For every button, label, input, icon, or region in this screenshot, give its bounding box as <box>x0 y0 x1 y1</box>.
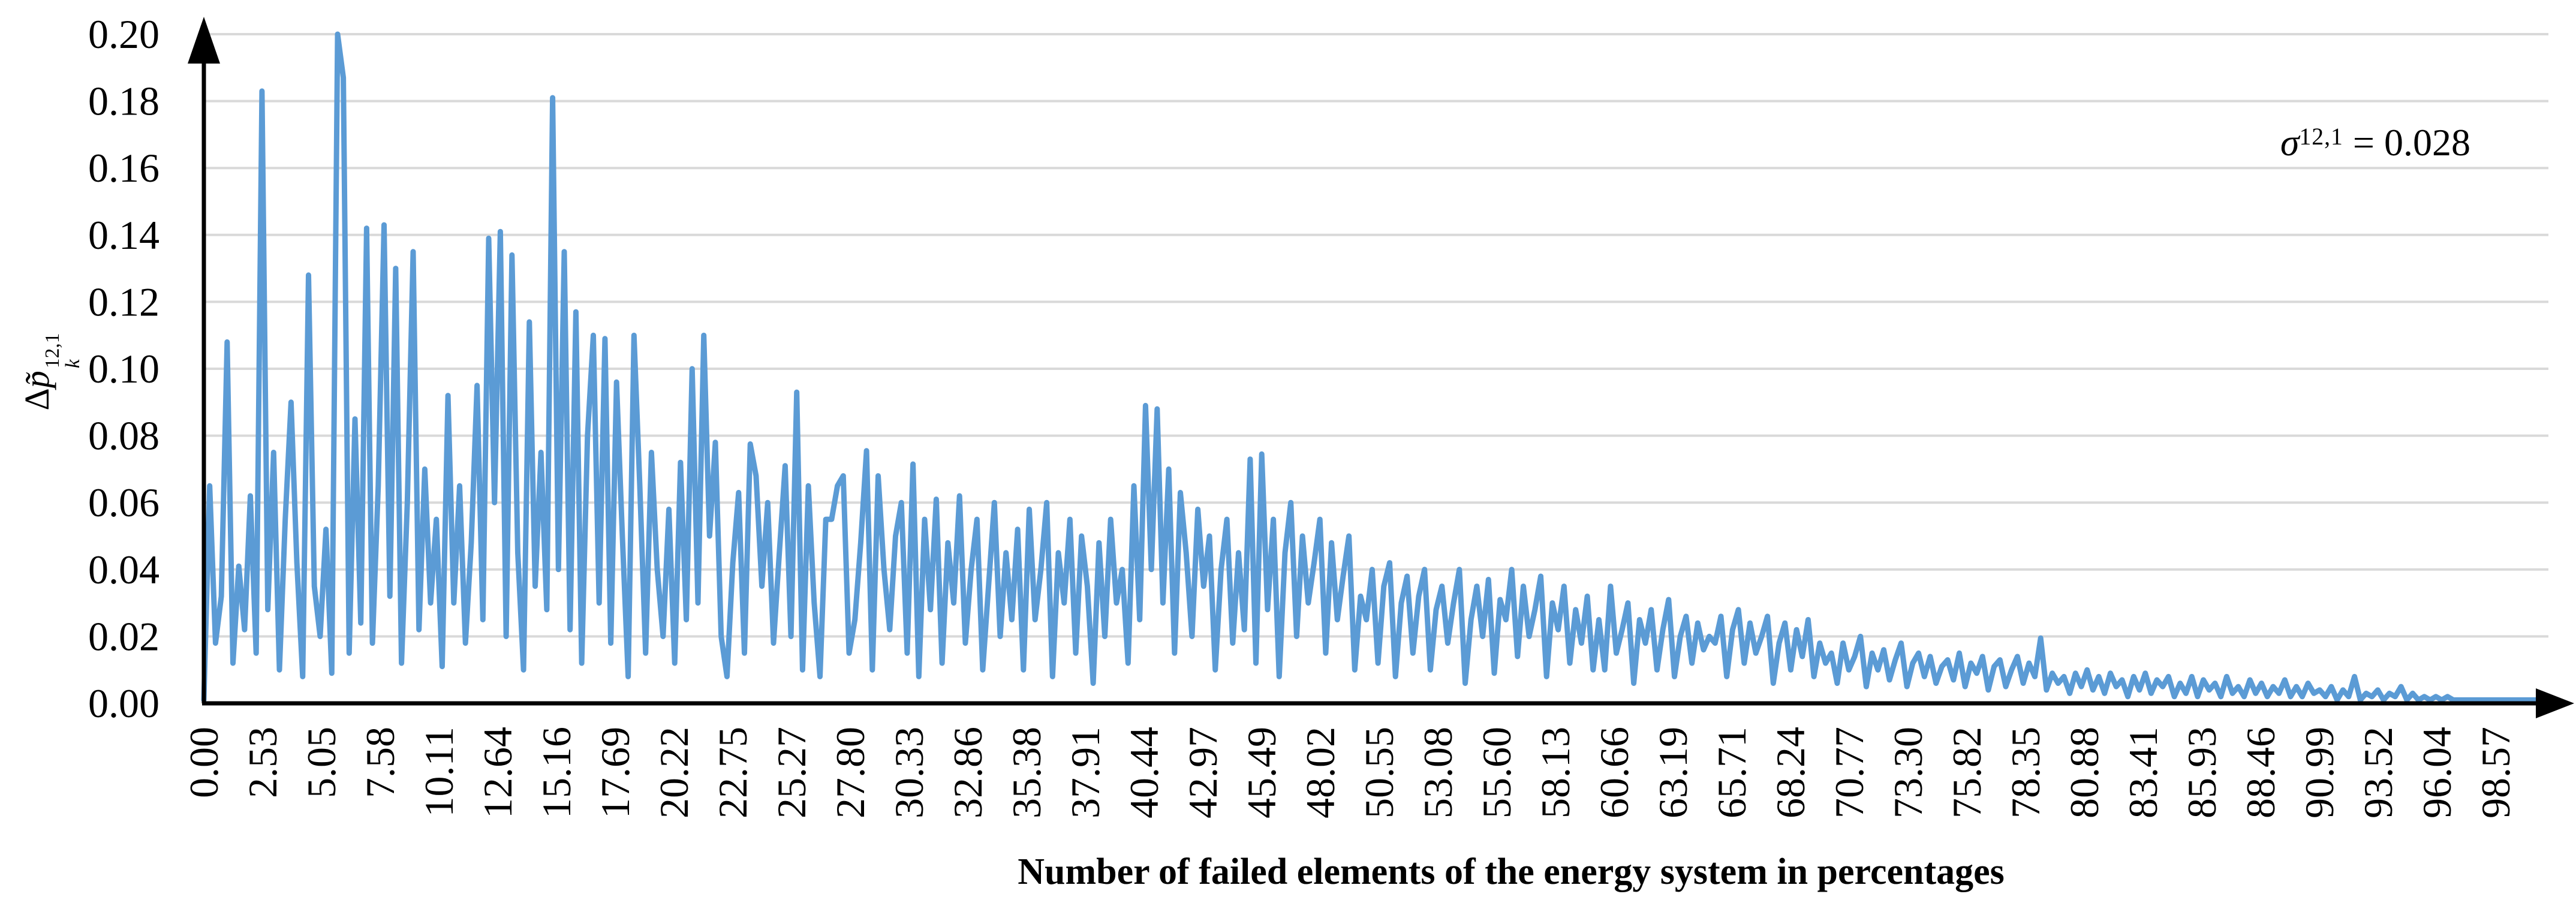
x-tick-label: 85.93 <box>2179 727 2225 818</box>
y-tick-label: 0.10 <box>88 346 160 392</box>
sigma-annotation: σ12,1 = 0.028 <box>2280 112 2470 164</box>
y-title-subscript: k <box>62 359 85 369</box>
y-axis-arrowhead-icon <box>188 17 220 64</box>
series-line <box>201 31 2549 703</box>
x-tick-label: 48.02 <box>1298 727 1343 818</box>
y-title-delta: Δ <box>17 388 56 411</box>
x-tick-label: 93.52 <box>2355 727 2401 818</box>
x-tick-label: 50.55 <box>1356 727 1402 818</box>
y-tick-label: 0.08 <box>88 413 160 459</box>
x-tick-label: 75.82 <box>1944 727 1990 818</box>
x-tick-label: 37.91 <box>1063 727 1108 818</box>
x-tick-label: 25.27 <box>769 727 814 818</box>
x-tick-label: 65.71 <box>1709 727 1755 818</box>
x-tick-label: 70.77 <box>1826 727 1872 818</box>
sigma-value: = 0.028 <box>2343 121 2470 164</box>
x-tick-label: 2.53 <box>240 727 285 798</box>
x-tick-label: 68.24 <box>1768 727 1813 818</box>
x-tick-label: 32.86 <box>945 727 991 818</box>
y-title-letter: p̃ <box>17 371 56 389</box>
x-axis-title: Number of failed elements of the energy … <box>1018 851 2005 892</box>
x-tick-label: 22.75 <box>710 727 756 818</box>
x-tick-label: 78.35 <box>2003 727 2048 818</box>
x-tick-label: 12.64 <box>475 727 520 818</box>
y-tick-label: 0.00 <box>88 681 160 726</box>
x-tick-label: 42.97 <box>1180 727 1226 818</box>
y-tick-label: 0.16 <box>88 145 160 191</box>
x-tick-label: 58.13 <box>1533 727 1578 818</box>
x-tick-label: 5.05 <box>299 727 344 798</box>
x-tick-label: 80.88 <box>2062 727 2107 818</box>
x-tick-label: 15.16 <box>534 727 579 818</box>
sigma-superscript: 12,1 <box>2299 124 2343 150</box>
y-tick-label: 0.04 <box>88 547 160 592</box>
x-tick-label: 73.30 <box>1885 727 1931 818</box>
y-title-scripts: 12,1 k <box>41 333 85 369</box>
x-tick-label: 35.38 <box>1004 727 1049 818</box>
y-title-superscript: 12,1 <box>41 333 64 369</box>
x-tick-label: 63.19 <box>1650 727 1696 818</box>
x-tick-label: 7.58 <box>357 727 403 798</box>
x-tick-label: 45.49 <box>1239 727 1284 818</box>
y-tick-label: 0.20 <box>88 11 160 57</box>
y-tick-label: 0.12 <box>88 279 160 324</box>
x-tick-label: 98.57 <box>2473 727 2518 818</box>
x-tick-label: 27.80 <box>827 727 873 818</box>
x-tick-label: 30.33 <box>886 727 932 818</box>
x-tick-label: 17.69 <box>592 727 638 818</box>
sigma-symbol: σ <box>2280 121 2300 164</box>
x-tick-label: 96.04 <box>2414 727 2460 818</box>
x-tick-label: 90.99 <box>2297 727 2342 818</box>
x-tick-label: 40.44 <box>1121 727 1167 818</box>
x-tick-label: 60.66 <box>1591 727 1637 818</box>
x-tick-label: 0.00 <box>181 727 227 798</box>
x-tick-label: 88.46 <box>2238 727 2283 818</box>
x-tick-label: 10.11 <box>416 727 462 817</box>
y-axis-title: Δp̃ 12,1 k <box>12 192 84 552</box>
y-tick-label: 0.02 <box>88 613 160 659</box>
x-tick-label: 55.60 <box>1474 727 1519 818</box>
x-tick-label: 83.41 <box>2120 727 2166 818</box>
y-tick-label: 0.14 <box>88 212 160 258</box>
x-axis-arrowhead-icon <box>2536 688 2574 718</box>
x-tick-label: 53.08 <box>1415 727 1461 818</box>
x-tick-label: 20.22 <box>651 727 697 818</box>
y-tick-label: 0.06 <box>88 480 160 525</box>
y-tick-label: 0.18 <box>88 79 160 124</box>
